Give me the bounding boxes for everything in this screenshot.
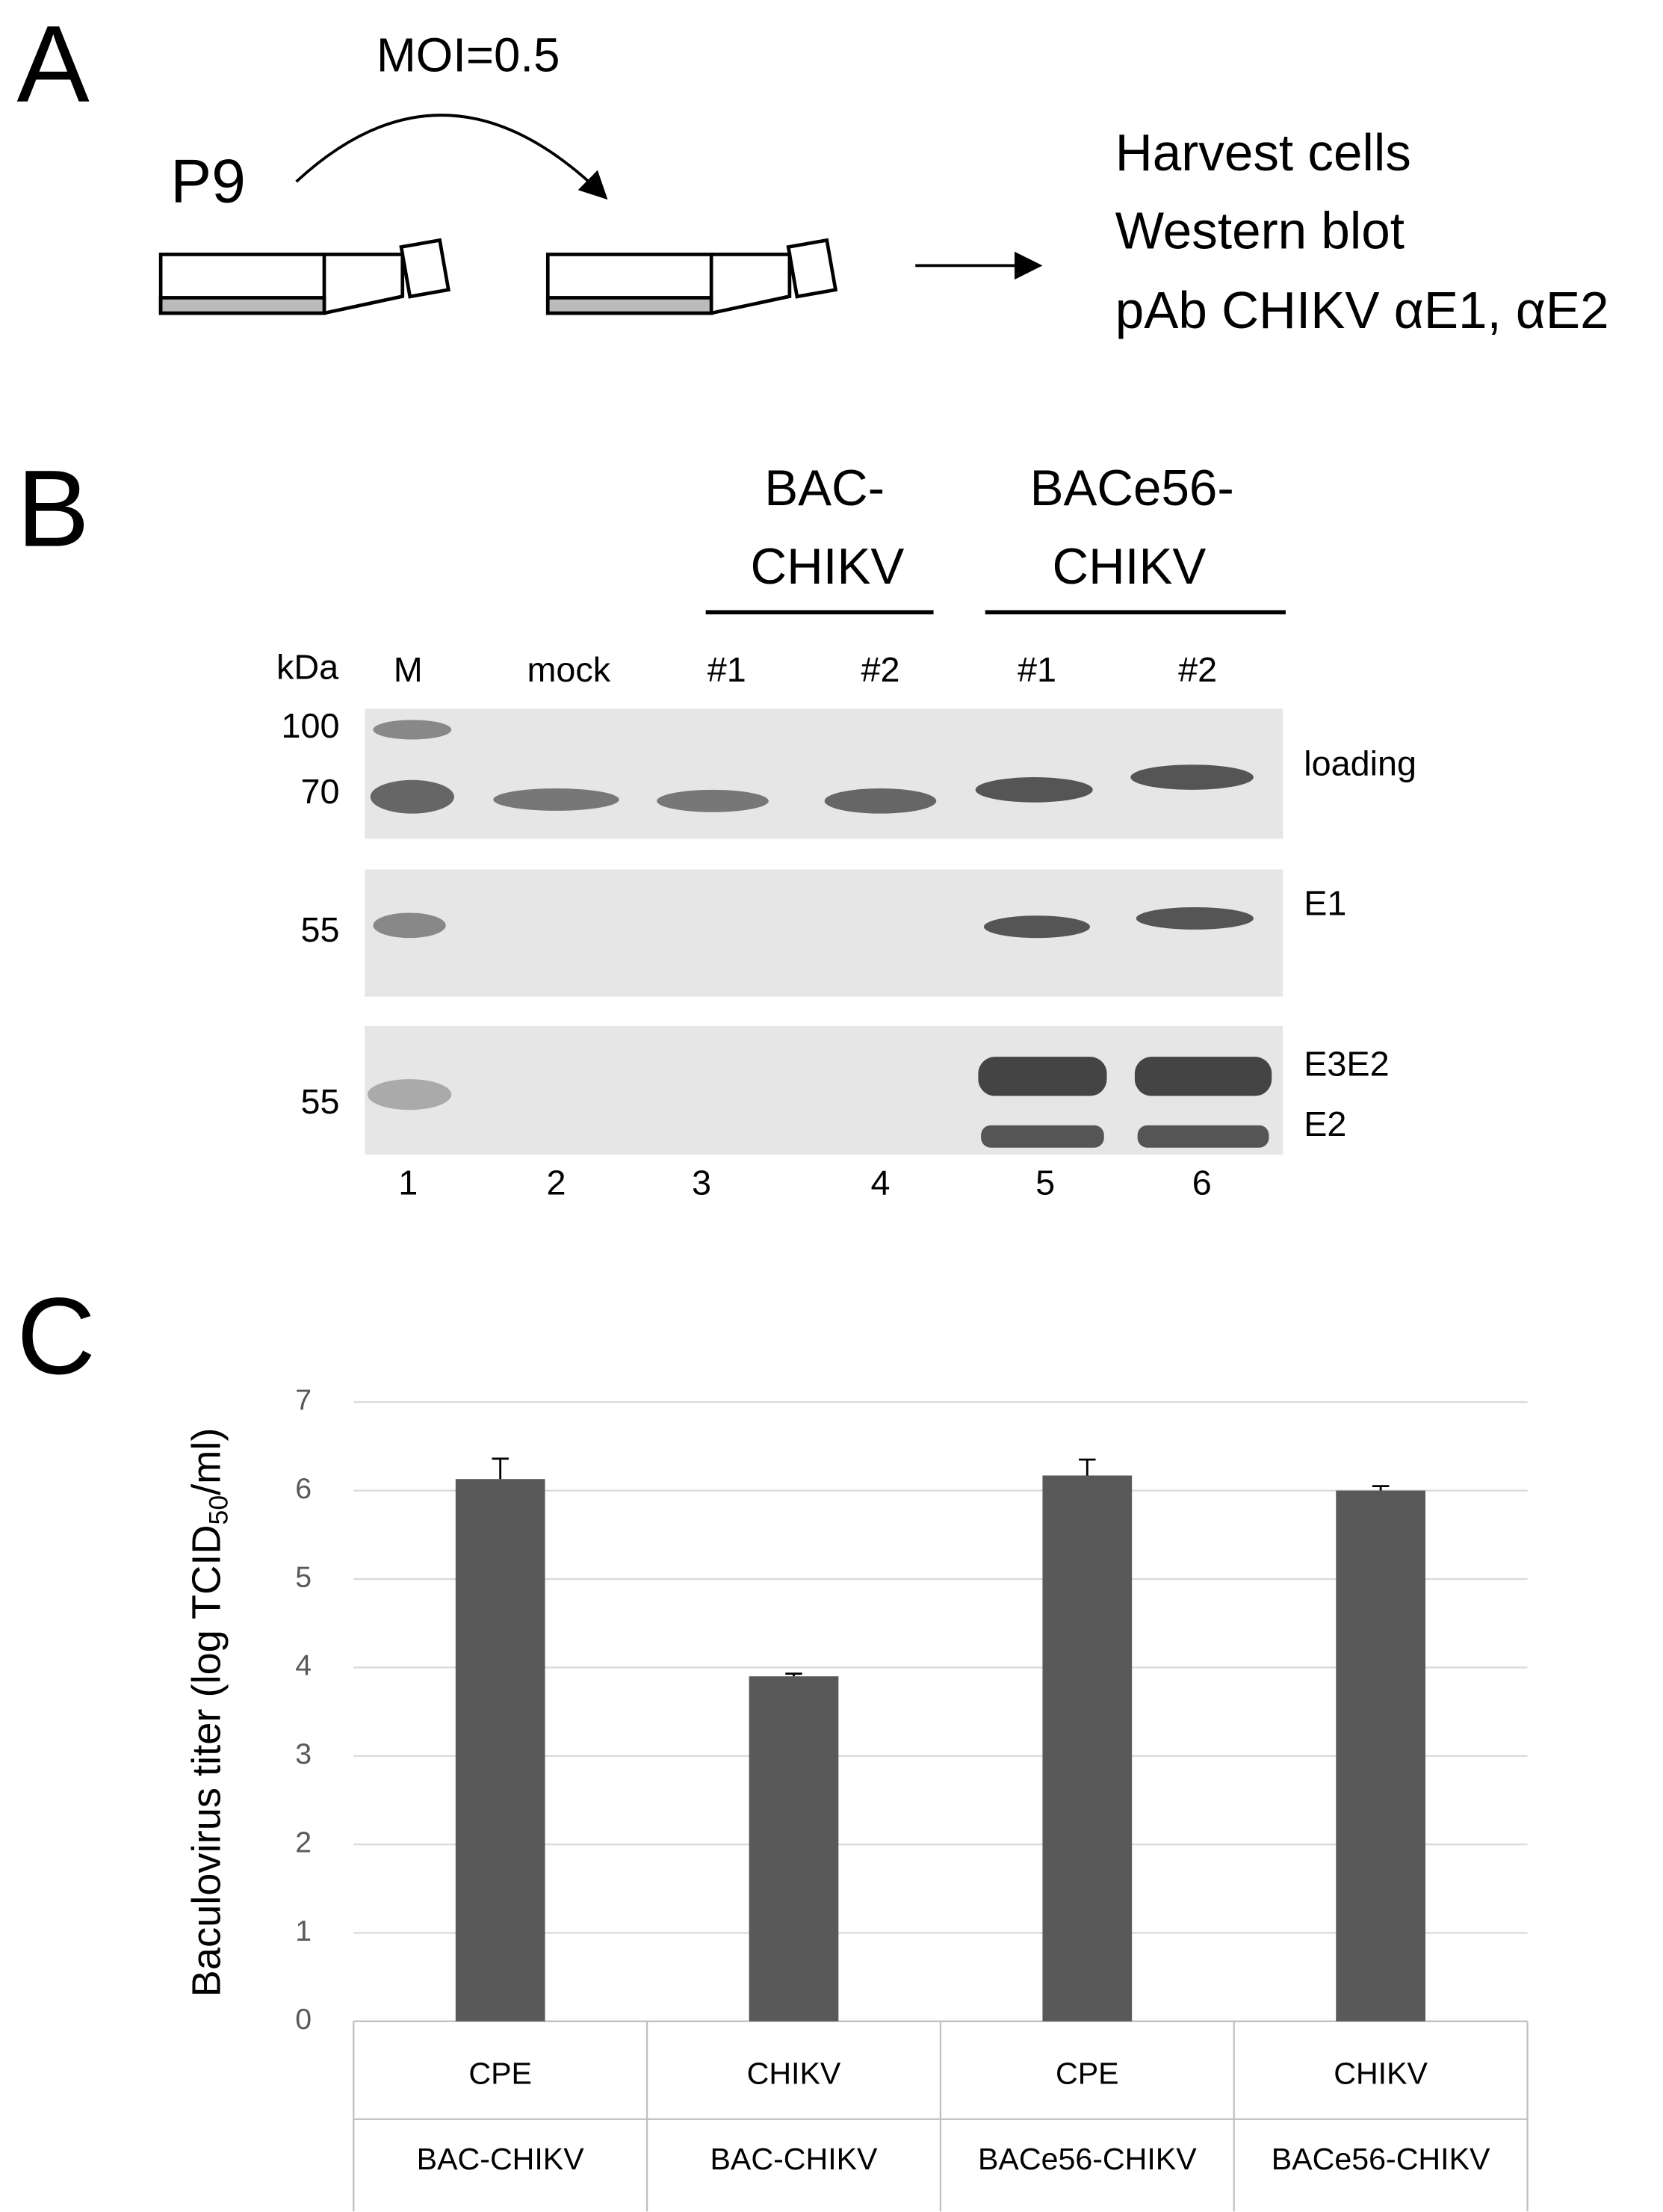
lane-number: 1 [398,1164,418,1202]
error-bar [1372,1485,1390,1491]
unit-label: kDa [276,647,338,686]
step: Harvest cells [1115,123,1411,182]
lane-label: mock [527,650,610,689]
x-tick-label: CPE [1056,2057,1119,2091]
bands [367,720,1272,1148]
y-label-sub: 50 [204,1495,234,1525]
step: Western blot [1115,202,1405,260]
group-label: CHIKV [1053,539,1207,595]
bar [455,1479,545,2021]
blot-label: E2 [1304,1105,1346,1143]
panel-c: C Baculovirus titer (log TCID50/ml) 0 1 2 3… [16,1275,1529,2212]
blot [365,869,1283,997]
y-tick-label: 1 [295,1915,312,1947]
lane-label: #1 [707,650,746,689]
error-bar [492,1457,509,1480]
marker-label: 100 [282,706,340,745]
x-group-label: BAC-CHIKV [417,2142,585,2176]
y-tick-label: 6 [295,1472,312,1505]
panel-label: B [16,448,89,569]
panel-label: C [16,1275,95,1397]
step: pAb CHIKV αE1, αE2 [1115,281,1609,339]
lane-number: 3 [692,1164,711,1202]
error-bar [785,1672,802,1677]
y-tick-label: 7 [295,1384,312,1417]
lane-label: M [394,650,423,689]
lane-number: 4 [870,1164,890,1202]
lane-number: 6 [1192,1164,1212,1202]
y-tick-label: 5 [295,1560,312,1593]
y-tick-label: 2 [295,1826,312,1859]
x-group-label: BAC-CHIKV [710,2142,878,2176]
passage-label: P9 [170,147,246,216]
lane-number: 5 [1035,1164,1055,1202]
blot-label: E3E2 [1304,1045,1389,1084]
error-bar [1079,1458,1096,1476]
marker-label: 70 [301,772,340,811]
x-tick-label: CHIKV [1334,2057,1428,2091]
transfer-arrow [295,114,608,200]
y-tick-label: 3 [295,1737,312,1770]
y-axis-label: Baculovirus titer (log TCID50/ml) [185,1428,234,1998]
y-tick-label: 4 [295,1649,312,1682]
lane-number: 2 [546,1164,566,1202]
lane-label: #2 [861,650,899,689]
x-group-label: BACe56-CHIKV [1272,2142,1490,2176]
bar [1336,1490,1425,2021]
panel-label: A [16,3,90,125]
moi-label: MOI=0.5 [377,28,560,81]
blot-label: E1 [1304,883,1346,922]
flask [545,238,838,315]
flask [158,238,451,315]
x-tick-label: CPE [468,2057,532,2091]
blot [365,708,1283,839]
bar [1042,1475,1133,2021]
x-group-label: BACe56-CHIKV [978,2142,1197,2176]
marker-label: 55 [301,1082,340,1121]
group-label: BAC- [764,460,885,516]
blot [365,1026,1283,1155]
group-label: CHIKV [751,539,905,595]
lane-label: #2 [1178,650,1217,689]
y-tick-label: 0 [295,2003,312,2036]
blot-label: loading [1304,744,1416,782]
lane-label: #1 [1018,650,1056,689]
x-tick-label: CHIKV [747,2057,841,2091]
panel-b: B BAC- CHIKV BACe56- CHIKV kDa M mock #1… [16,448,1416,1202]
y-label-part: Baculovirus titer (log TCID [185,1524,229,1997]
group-label: BACe56- [1030,460,1234,516]
bar [749,1676,839,2021]
marker-label: 55 [301,910,340,949]
panel-a: A MOI=0.5 P9 Harvest cells Western blot … [16,3,1608,339]
y-label-part: /ml) [185,1428,229,1495]
